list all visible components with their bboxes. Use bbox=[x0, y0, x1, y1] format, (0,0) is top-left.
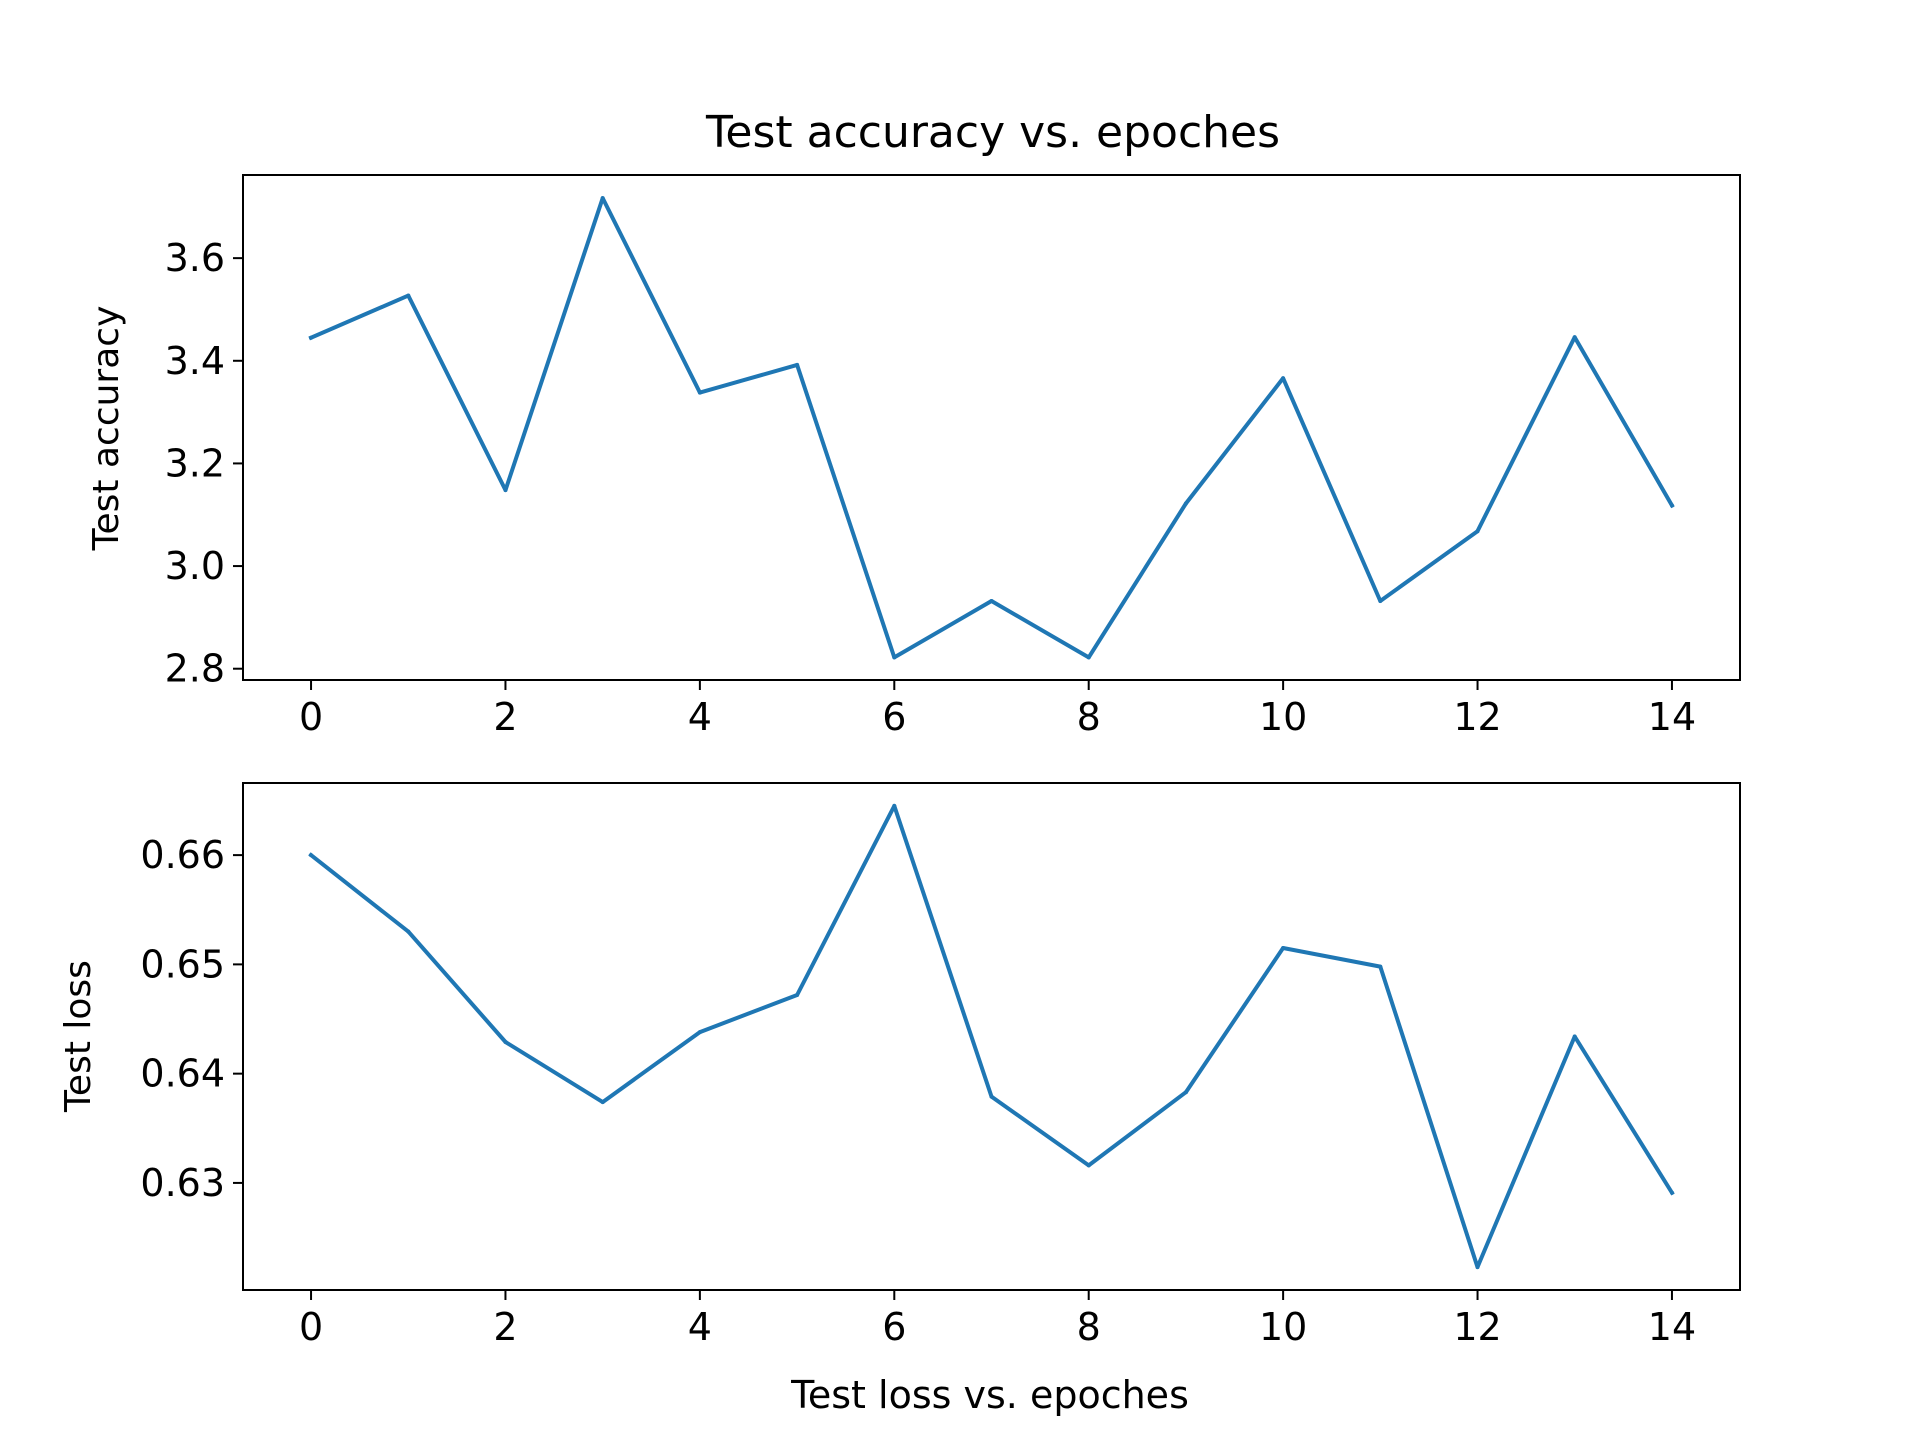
accuracy-data-point bbox=[309, 335, 313, 340]
loss-data-point bbox=[892, 803, 897, 808]
loss-data-point bbox=[697, 1030, 702, 1035]
accuracy-x-tick-label: 2 bbox=[493, 695, 517, 739]
accuracy-data-point bbox=[503, 488, 508, 493]
accuracy-data-point bbox=[795, 362, 800, 367]
accuracy-y-tick-label: 3.6 bbox=[165, 236, 225, 280]
loss-data-point bbox=[309, 853, 313, 858]
loss-y-tick-label: 0.63 bbox=[140, 1161, 225, 1205]
accuracy-x-tick-label: 14 bbox=[1648, 695, 1696, 739]
loss-ticks: 0 2 4 6 8 10 12 14 0.63 0.64 0.65 0.66 bbox=[140, 833, 1696, 1349]
loss-y-tick-label: 0.66 bbox=[140, 833, 225, 877]
loss-data-points bbox=[309, 803, 1674, 1270]
accuracy-data-point bbox=[600, 196, 605, 201]
loss-data-point bbox=[989, 1094, 994, 1099]
accuracy-data-point bbox=[1475, 529, 1480, 534]
accuracy-x-tick-label: 10 bbox=[1259, 695, 1307, 739]
accuracy-y-tick-label: 3.4 bbox=[165, 339, 225, 383]
loss-data-point bbox=[600, 1100, 605, 1105]
accuracy-x-tick-label: 12 bbox=[1453, 695, 1501, 739]
loss-x-tick-label: 6 bbox=[882, 1305, 906, 1349]
loss-data-point bbox=[1572, 1034, 1577, 1039]
loss-x-tick-label: 0 bbox=[299, 1305, 323, 1349]
loss-data-point bbox=[1086, 1163, 1091, 1168]
accuracy-subplot: Test accuracy vs. epoches Test accuracy … bbox=[86, 107, 1741, 739]
loss-subplot: Test loss Test loss vs. epoches 0 2 4 6 8 10 1… bbox=[58, 782, 1741, 1417]
accuracy-data-point bbox=[1670, 503, 1674, 508]
accuracy-data-point bbox=[1378, 599, 1383, 603]
accuracy-x-tick-label: 8 bbox=[1077, 695, 1101, 739]
accuracy-y-tick-label: 3.2 bbox=[165, 441, 225, 485]
accuracy-x-tick-label: 4 bbox=[688, 695, 712, 739]
accuracy-data-point bbox=[1086, 655, 1091, 660]
accuracy-y-axis-label: Test accuracy bbox=[86, 306, 127, 552]
loss-x-tick-label: 10 bbox=[1259, 1305, 1307, 1349]
loss-data-point bbox=[406, 929, 411, 934]
accuracy-data-point bbox=[1183, 501, 1188, 506]
loss-data-point bbox=[1378, 964, 1383, 969]
accuracy-data-point bbox=[697, 390, 702, 395]
loss-x-tick-label: 12 bbox=[1453, 1305, 1501, 1349]
loss-y-tick-label: 0.64 bbox=[140, 1052, 225, 1096]
loss-x-tick-label: 8 bbox=[1077, 1305, 1101, 1349]
accuracy-x-tick-label: 0 bbox=[299, 695, 323, 739]
loss-data-point bbox=[795, 993, 800, 997]
loss-x-axis-label: Test loss vs. epoches bbox=[790, 1373, 1189, 1417]
loss-axes-frame bbox=[242, 782, 1741, 1291]
loss-x-tick-label: 4 bbox=[688, 1305, 712, 1349]
loss-data-point bbox=[1281, 946, 1286, 950]
accuracy-ticks: 0 2 4 6 8 10 12 14 2.8 3.0 3.2 3.4 3.6 bbox=[165, 236, 1697, 739]
loss-x-tick-label: 14 bbox=[1648, 1305, 1696, 1349]
loss-x-tick-label: 2 bbox=[493, 1305, 517, 1349]
accuracy-y-tick-label: 3.0 bbox=[165, 544, 225, 588]
loss-data-point bbox=[503, 1040, 508, 1044]
accuracy-data-point bbox=[406, 293, 411, 298]
accuracy-axes-frame bbox=[242, 174, 1741, 681]
loss-data-point bbox=[1670, 1190, 1674, 1195]
loss-data-point bbox=[1475, 1265, 1480, 1270]
accuracy-data-points bbox=[309, 196, 1674, 660]
accuracy-data-point bbox=[1281, 376, 1286, 381]
accuracy-data-point bbox=[1572, 335, 1577, 340]
accuracy-data-point bbox=[989, 599, 994, 603]
accuracy-data-point bbox=[892, 655, 897, 660]
loss-data-point bbox=[1183, 1090, 1188, 1095]
accuracy-y-tick-label: 2.8 bbox=[165, 647, 225, 691]
loss-y-axis-label: Test loss bbox=[58, 960, 99, 1113]
accuracy-x-tick-label: 6 bbox=[882, 695, 906, 739]
accuracy-chart-title: Test accuracy vs. epoches bbox=[705, 107, 1280, 158]
loss-y-tick-label: 0.65 bbox=[140, 942, 225, 986]
